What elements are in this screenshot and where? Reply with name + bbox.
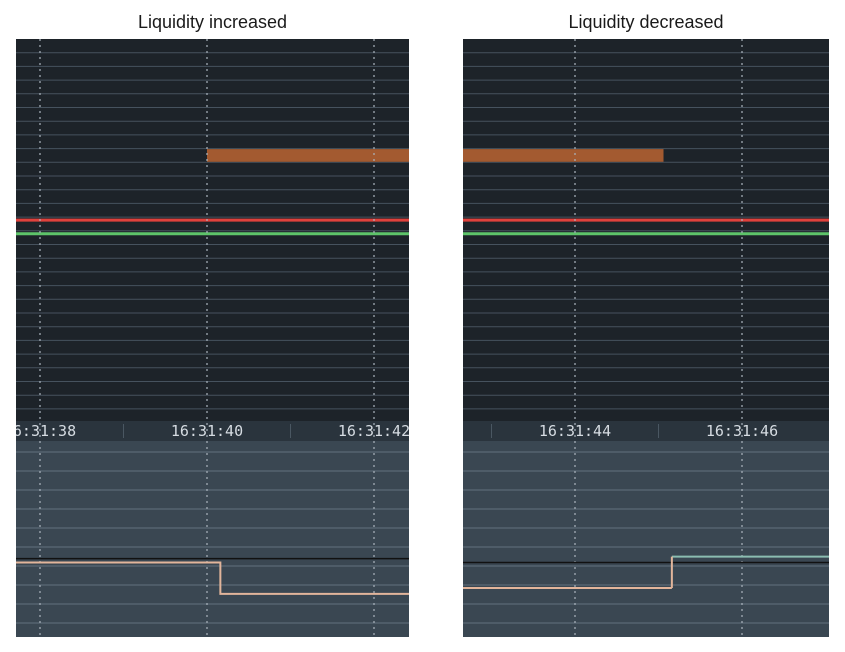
time-tick-label: 16:31:42 bbox=[338, 422, 409, 440]
time-tick-label: 16:31:38 bbox=[16, 422, 76, 440]
time-tick-label: 16:31:40 bbox=[171, 422, 243, 440]
liquidity-level-bar bbox=[207, 149, 409, 162]
time-axis-background bbox=[463, 421, 829, 441]
chart-panel-right: 16:31:44 16:31:46 bbox=[463, 39, 829, 637]
time-tick-label: 16:31:44 bbox=[539, 422, 611, 440]
chart-title-left: Liquidity increased bbox=[137, 12, 288, 32]
time-tick-label: 16:31:46 bbox=[706, 422, 778, 440]
lower-plot-background bbox=[463, 441, 829, 637]
orderbook-background bbox=[463, 39, 829, 421]
chart-panel-left: 16:31:38 16:31:40 16:31:42 bbox=[16, 39, 409, 637]
lower-plot-background bbox=[16, 441, 409, 637]
step-series-line bbox=[16, 561, 409, 595]
time-axis-background bbox=[16, 421, 409, 441]
orderbook-background bbox=[16, 39, 409, 421]
chart-title-right: Liquidity decreased bbox=[568, 12, 724, 32]
liquidity-level-bar bbox=[463, 149, 664, 162]
